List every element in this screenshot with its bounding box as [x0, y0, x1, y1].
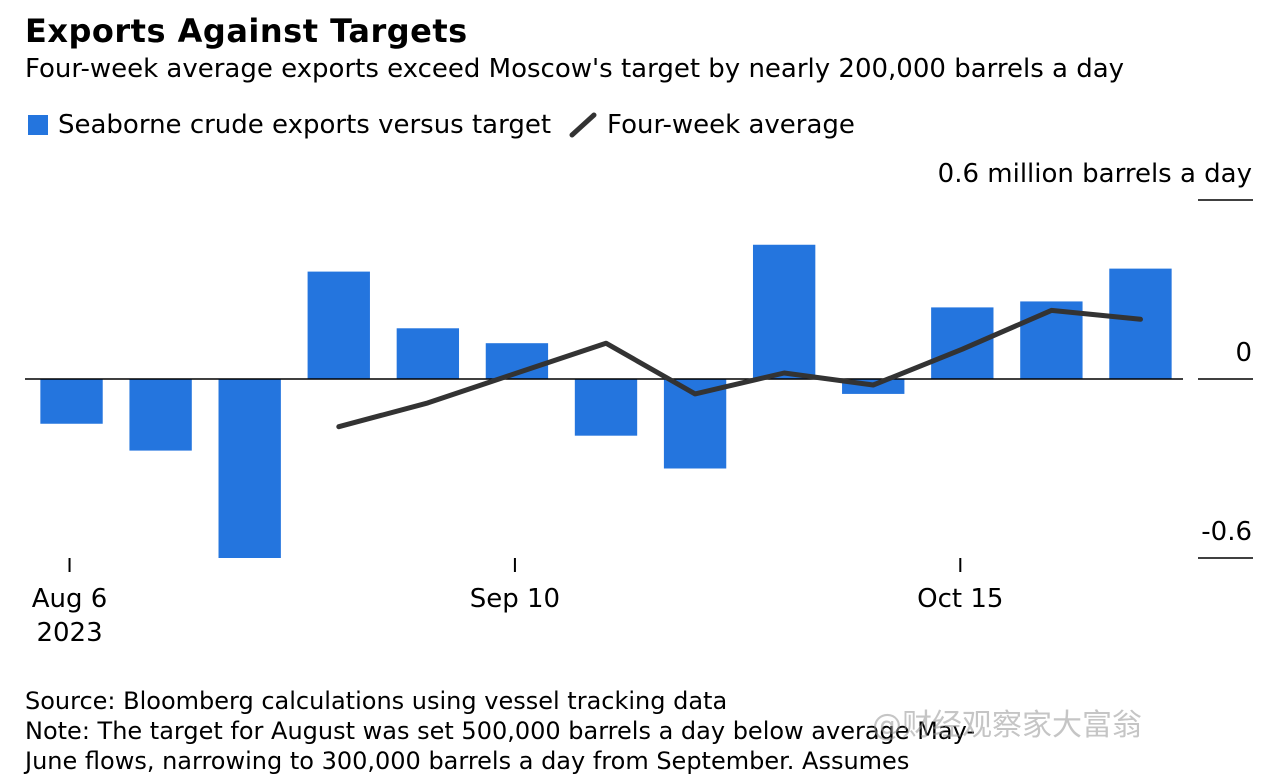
x-tick-label-1: Sep 10 — [470, 584, 560, 614]
bar-aug-27 — [307, 271, 370, 379]
legend-line-swatch — [569, 112, 597, 138]
chart-title: Exports Against Targets — [25, 12, 468, 50]
legend-line-label: Four-week average — [607, 110, 855, 140]
x-tick-label-0: Aug 6 — [32, 584, 108, 614]
bar-sep-3 — [396, 328, 460, 379]
bar-sep-17 — [574, 379, 638, 436]
legend: Seaborne crude exports versus target Fou… — [28, 110, 873, 140]
footer: Source: Bloomberg calculations using ves… — [25, 686, 975, 776]
y-tick-label-2: -0.6 — [1201, 517, 1252, 547]
x-tick-sublabel-0: 2023 — [36, 618, 102, 648]
y-tick-label-1: 0 — [1235, 338, 1252, 368]
legend-bar-swatch — [28, 115, 48, 135]
note-line-1: Note: The target for August was set 500,… — [25, 717, 976, 745]
four-week-average-line — [336, 307, 1143, 430]
bar-oct-29 — [1109, 268, 1172, 379]
legend-bars-label: Seaborne crude exports versus target — [58, 110, 552, 140]
chart-subtitle: Four-week average exports exceed Moscow'… — [25, 54, 1125, 84]
bar-oct-15 — [931, 307, 994, 379]
legend-item-line: Four-week average — [569, 110, 855, 140]
x-tick-label-2: Oct 15 — [917, 584, 1003, 614]
chart-plot: 0.6 million barrels a day 0 -0.6 Aug 6 2023… — [25, 159, 1253, 648]
legend-item-bars: Seaborne crude exports versus target — [28, 110, 551, 140]
bar-aug-6 — [40, 379, 103, 424]
bar-aug-13 — [129, 379, 192, 451]
bar-oct-1 — [752, 244, 816, 379]
watermark: @财经观察家大富翁 — [872, 708, 1142, 743]
source-note: Source: Bloomberg calculations using ves… — [25, 687, 728, 715]
note-line-2: June flows, narrowing to 300,000 barrels… — [25, 747, 910, 775]
y-tick-label-0: 0.6 million barrels a day — [938, 159, 1252, 189]
bar-aug-20 — [218, 379, 281, 558]
